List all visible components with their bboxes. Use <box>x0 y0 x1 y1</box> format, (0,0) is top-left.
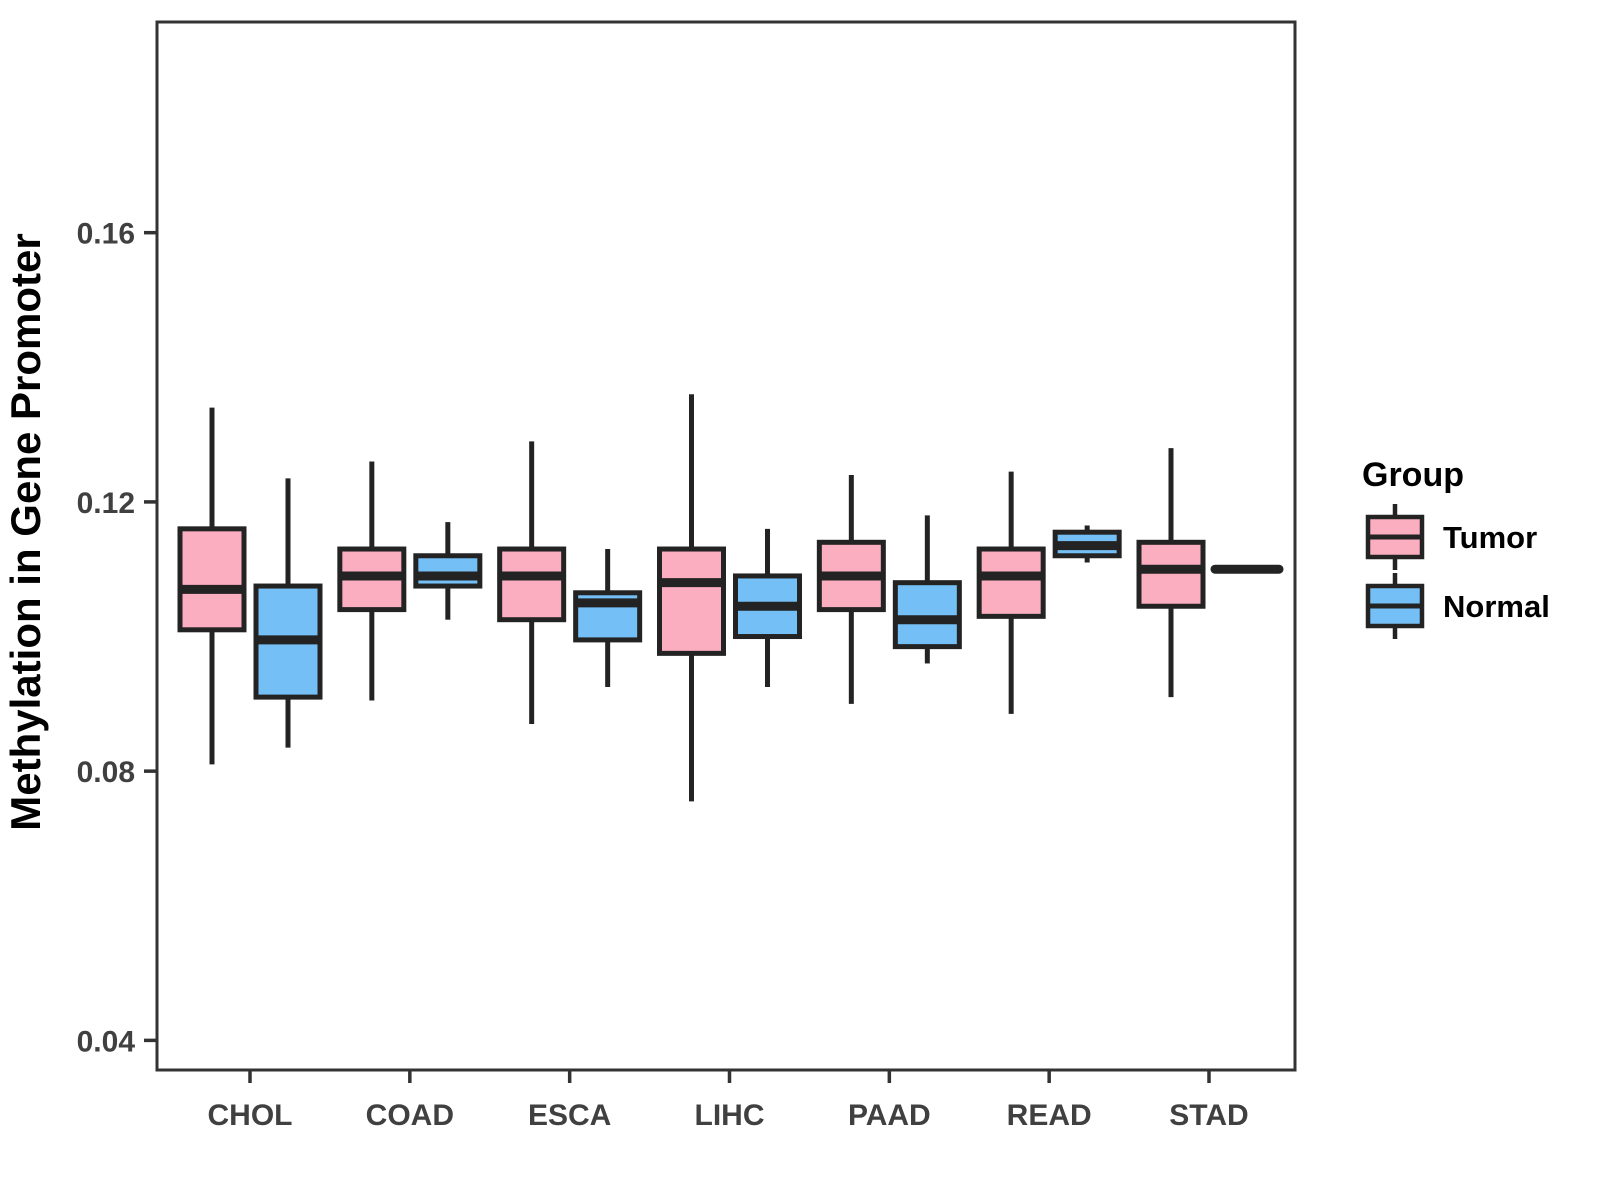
box-tumor-CHOL <box>177 407 247 765</box>
box-normal-CHOL <box>253 478 323 748</box>
box-tumor-READ <box>976 471 1046 714</box>
panel-border <box>155 20 1297 1072</box>
iqr-box <box>1136 539 1206 609</box>
box-tumor-STAD <box>1136 448 1206 698</box>
legend-entry-normal: Normal <box>1365 573 1550 639</box>
y-axis-title: Methylation in Gene Promoter <box>2 233 49 830</box>
legend-title: Group <box>1362 456 1464 494</box>
iqr-box <box>413 553 483 589</box>
legend-label-tumor: Tumor <box>1443 520 1537 555</box>
legend-entry-tumor: Tumor <box>1365 504 1537 570</box>
x-tick-label-esca: ESCA <box>528 1099 611 1132</box>
axis-ticks-and-labels: 0.04 0.08 0.12 0.16 CHOL COAD ESCA LIHC PAAD READ… <box>77 218 1249 1132</box>
box-normal-PAAD <box>892 515 962 664</box>
box-tumor-COAD <box>337 461 407 701</box>
boxplot-boxes <box>177 394 1284 802</box>
box-normal-LIHC <box>733 528 802 688</box>
y-tick-label: 0.08 <box>77 756 135 789</box>
x-tick-label-paad: PAAD <box>848 1099 931 1132</box>
box-normal-COAD <box>413 522 483 620</box>
panel-border-rect <box>155 20 1297 1072</box>
box-tumor-ESCA <box>497 441 567 725</box>
x-tick-label-read: READ <box>1007 1099 1092 1132</box>
iqr-box <box>657 546 726 656</box>
box-normal-READ <box>1052 525 1122 563</box>
iqr-box <box>497 546 567 623</box>
legend-label-normal: Normal <box>1443 589 1550 624</box>
y-tick-label: 0.04 <box>77 1025 136 1058</box>
x-tick-label-lihc: LIHC <box>695 1099 765 1132</box>
plot-panel <box>157 22 1295 1070</box>
panel-background <box>157 22 1295 1070</box>
iqr-box <box>976 546 1046 619</box>
box-normal-ESCA <box>573 549 643 688</box>
x-tick-label-stad: STAD <box>1169 1099 1248 1132</box>
y-tick-label: 0.16 <box>77 218 135 251</box>
iqr-box <box>892 580 962 650</box>
box-tumor-PAAD <box>816 474 886 704</box>
iqr-box <box>177 526 247 633</box>
box-tumor-LIHC <box>657 394 726 802</box>
legend: Group Tumor Normal <box>1362 456 1550 639</box>
x-tick-label-coad: COAD <box>366 1099 454 1132</box>
legend-entries: Tumor Normal <box>1365 504 1550 639</box>
y-tick-label: 0.12 <box>77 487 135 520</box>
x-tick-label-chol: CHOL <box>208 1099 293 1132</box>
